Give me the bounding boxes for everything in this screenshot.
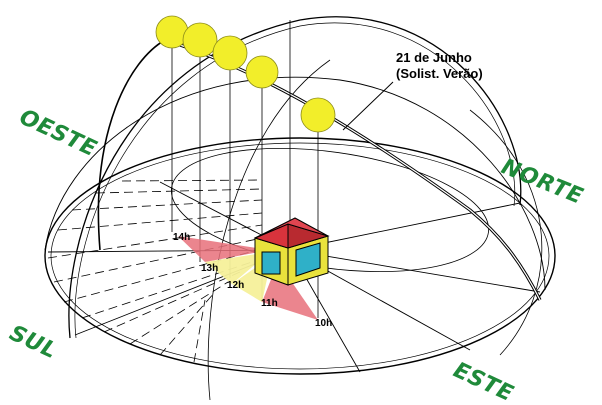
sun-10h-icon: [300, 97, 336, 133]
sun-11h-icon: [245, 55, 279, 89]
hatched-sector: [47, 179, 263, 363]
horizon-ellipse-inner: [50, 142, 550, 370]
annotation-line1: 21 de Junho: [396, 50, 472, 65]
direction-west-label: OESTE: [15, 105, 100, 162]
dome-arcs: [44, 16, 546, 401]
direction-south-label: SUL: [5, 321, 60, 364]
sun-13h-icon: [182, 22, 218, 58]
hour-label-14h: 14h: [173, 232, 190, 243]
house-model-icon: [253, 217, 330, 286]
annotation-line2: (Solist. Verão): [396, 66, 483, 81]
horizon-ellipse: [44, 137, 556, 375]
direction-east-label: ESTE: [449, 358, 517, 405]
direction-north-label: NORTE: [498, 154, 587, 209]
suns: [155, 15, 336, 133]
hour-label-12h: 12h: [227, 280, 244, 291]
hour-label-10h: 10h: [315, 318, 332, 329]
hour-label-13h: 13h: [201, 263, 218, 274]
annotation-leader: [342, 81, 394, 131]
hour-label-11h: 11h: [261, 298, 278, 309]
sun-12h-icon: [212, 35, 248, 71]
